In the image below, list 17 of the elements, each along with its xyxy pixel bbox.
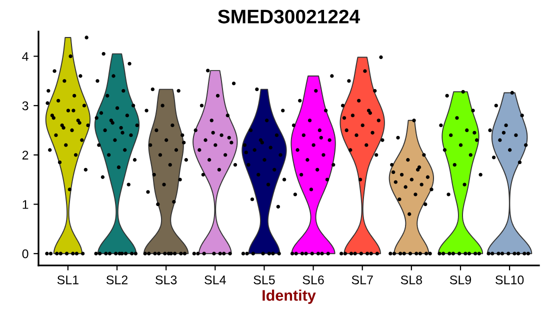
chart-title: SMED30021224 xyxy=(218,10,360,24)
x-tick-label: SL3 xyxy=(156,275,177,284)
x-tick-label: SL9 xyxy=(450,275,472,284)
x-tick-label: SL7 xyxy=(352,275,373,284)
y-tick-label: 2 xyxy=(22,150,28,160)
x-tick-label: SL4 xyxy=(204,275,226,284)
x-tick-label: SL1 xyxy=(57,275,78,284)
x-tick-label: SL5 xyxy=(254,275,275,284)
x-tick-label: SL10 xyxy=(496,275,524,284)
x-tick-label: SL6 xyxy=(302,275,324,284)
y-tick-label: 0 xyxy=(22,249,28,258)
y-tick-label: 1 xyxy=(22,200,28,209)
y-tick-label: 4 xyxy=(22,52,28,61)
x-tick-label: SL2 xyxy=(106,275,128,284)
y-tick-label: 3 xyxy=(22,101,28,110)
x-axis-title: Identity xyxy=(262,290,316,304)
x-tick-label: SL8 xyxy=(400,275,422,284)
